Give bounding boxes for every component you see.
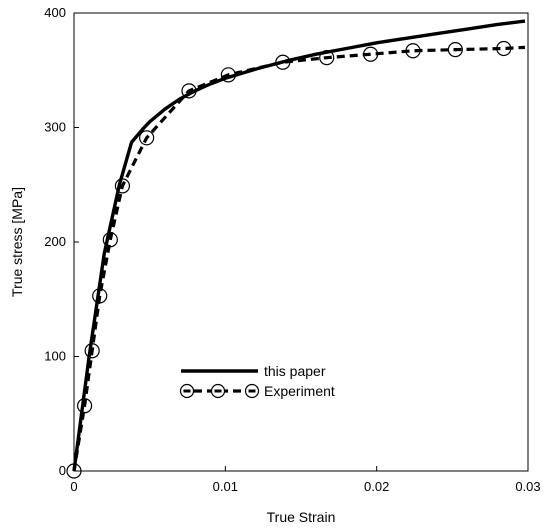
series-layer: [72, 19, 526, 472]
data-point: [363, 46, 379, 62]
data-point: [76, 398, 93, 414]
series-line-this-paper: [72, 19, 526, 472]
markers-layer: [66, 40, 512, 479]
y-tick-label: 0: [59, 463, 66, 478]
ticks-layer: 0 0.01 0.02 0.03 0 100 200 300 400: [44, 5, 540, 494]
legend-label-experiment: Experiment: [264, 383, 335, 399]
y-axis-title: True stress [MPa]: [9, 187, 25, 297]
data-point: [139, 130, 155, 146]
data-point: [447, 42, 463, 58]
data-point: [66, 463, 82, 479]
data-point: [114, 178, 131, 194]
x-tick-label: 0.01: [213, 479, 238, 494]
legend: this paper Experiment: [179, 363, 335, 399]
data-point: [319, 50, 335, 66]
plot-frame: [73, 12, 529, 472]
legend-label-this-paper: this paper: [264, 363, 326, 379]
axes: [73, 12, 529, 472]
y-tick-label: 400: [44, 5, 66, 20]
y-tick-label: 100: [44, 349, 66, 364]
data-point: [181, 83, 197, 99]
x-tick-label: 0: [70, 479, 77, 494]
y-tick-label: 300: [44, 120, 66, 135]
data-point: [220, 67, 236, 83]
y-tick-label: 200: [44, 234, 66, 249]
series-line-experiment: [72, 45, 526, 472]
x-tick-label: 0.02: [364, 479, 389, 494]
data-point: [275, 54, 291, 70]
data-point: [102, 232, 118, 248]
data-point: [496, 40, 512, 57]
data-point: [92, 288, 108, 304]
data-point: [405, 43, 421, 59]
data-point: [84, 343, 100, 359]
x-tick-label: 0.03: [515, 479, 540, 494]
legend-markers-experiment: [179, 383, 260, 399]
x-axis-title: True Strain: [267, 509, 336, 525]
